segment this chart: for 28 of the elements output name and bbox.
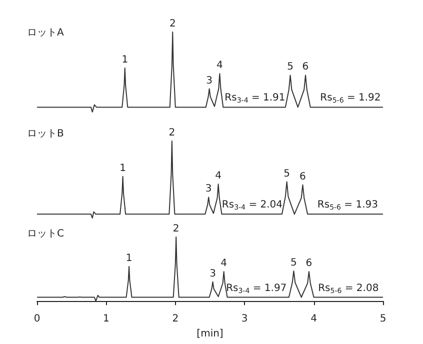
annotation: 6 [306,258,312,270]
chart-title: ロットA [27,28,64,38]
annotation: 2 [168,128,176,138]
annotation: 4 [215,170,222,182]
annotation: 2 [172,224,180,234]
annotation: 3 [205,184,212,195]
x-tick-label: 4 [310,314,317,325]
x-tick-label: 2 [172,314,179,325]
chart-title: ロットC [27,228,64,240]
annotation: 1 [122,54,128,66]
annotation: 6 [302,62,309,73]
x-tick-label: 0 [34,314,40,325]
annotation: 1 [120,162,126,174]
annotation: 5 [290,257,297,268]
x-tick-label: 3 [241,314,248,325]
x-tick-label: 1 [103,314,110,325]
x-axis-title: [min] [196,328,224,340]
annotation: 4 [220,258,228,270]
chart-title: ロットB [27,128,64,140]
annotation: 1 [126,252,132,264]
annotation: 6 [300,171,306,182]
x-tick-label: 5 [380,314,386,325]
annotation: 2 [169,18,176,30]
annotation: 4 [216,60,223,72]
annotation: 5 [287,62,294,73]
annotation: 3 [206,75,212,86]
annotation: 5 [284,168,290,180]
annotation: 3 [210,268,216,280]
